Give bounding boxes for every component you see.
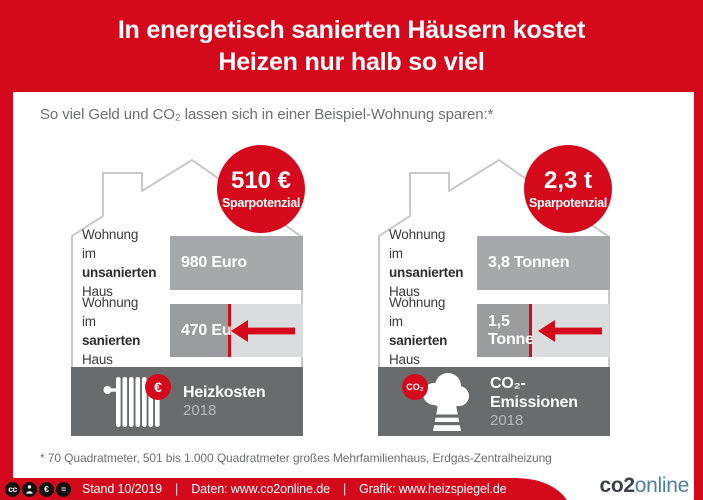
bar-value: 3,8 Tonnen	[488, 254, 570, 271]
bar-filled-segment: 1,5 Tonnen	[477, 304, 544, 357]
intro-text: So viel Geld und CO₂ lassen sich in eine…	[40, 106, 494, 123]
savings-label: Sparpotenzial	[221, 196, 301, 210]
bar-unrenovated: 3,8 Tonnen	[477, 236, 610, 290]
savings-label: Sparpotenzial	[528, 196, 608, 210]
category-footer-co2: CO₂ CO₂-Emissionen 2018	[378, 367, 610, 436]
savings-value: 510 €	[230, 167, 292, 194]
cc-icon[interactable]: cc	[5, 481, 20, 497]
bar-row-label: Wohnung im sanierten Haus	[82, 294, 141, 367]
bar-value: 980 Euro	[181, 254, 247, 271]
savings-value: 2,3 t	[543, 167, 593, 194]
category-year: 2018	[490, 411, 524, 429]
bottom-band	[0, 478, 567, 500]
co2-emissions-house: 2,3 t Sparpotenzial Wohnung im unsaniert…	[378, 145, 612, 436]
co2online-logo[interactable]: co2online	[599, 474, 689, 498]
data-source-link[interactable]: Daten: www.co2online.de	[191, 482, 330, 496]
cc-by-icon[interactable]	[22, 481, 37, 497]
heating-cost-house: 510 € Sparpotenzial Wohnung im unsaniert…	[71, 145, 305, 436]
category-title: CO₂-Emissionen	[490, 374, 578, 411]
bar-renovated: 1,5 Tonnen	[477, 304, 610, 357]
bar-row-renovated: Wohnung im sanierten Haus 470 Euro	[71, 295, 303, 367]
category-text: CO₂-Emissionen 2018	[490, 374, 610, 430]
savings-arrow-icon	[231, 319, 295, 342]
graphic-source-link[interactable]: Grafik: www.heizspiegel.de	[359, 482, 507, 496]
logo-part-light: online	[634, 474, 690, 497]
bar-row-label: Wohnung im unsanierten Haus	[389, 227, 464, 299]
bar-unrenovated: 980 Euro	[170, 236, 303, 290]
page-title: In energetisch sanierten Häusern kostet …	[0, 14, 703, 78]
license-icons[interactable]: cc € =	[5, 481, 71, 497]
separator: |	[342, 482, 347, 496]
chimney-icon: CO₂	[402, 372, 482, 431]
credits-text: Stand 10/2019 | Daten: www.co2online.de …	[82, 482, 507, 496]
footnote: * 70 Quadratmeter, 501 bis 1.000 Quadrat…	[40, 451, 552, 465]
separator: |	[175, 482, 179, 496]
logo-part-bold: co2	[599, 474, 635, 497]
bar-filled-segment: 470 Euro	[170, 304, 247, 357]
euro-badge-icon: €	[145, 373, 171, 400]
title-line-1: In energetisch sanierten Häusern kostet	[117, 16, 586, 44]
bar-row-label: Wohnung im unsanierten Haus	[82, 227, 157, 299]
category-text: Heizkosten 2018	[183, 383, 266, 420]
savings-badge-money: 510 € Sparpotenzial	[217, 145, 305, 233]
bar-value: 470 Euro	[181, 321, 247, 339]
bar-row-unrenovated: Wohnung im unsanierten Haus 980 Euro	[71, 227, 303, 299]
title-line-2: Heizen nur halb so viel	[218, 48, 485, 76]
co2-badge-icon: CO₂	[402, 373, 428, 400]
stand-date: Stand 10/2019	[82, 482, 163, 496]
category-year: 2018	[183, 402, 217, 419]
category-title: Heizkosten	[183, 384, 266, 401]
radiator-icon: €	[97, 373, 175, 431]
bar-renovated: 470 Euro	[170, 304, 303, 357]
bar-row-unrenovated: Wohnung im unsanierten Haus 3,8 Tonnen	[378, 227, 610, 299]
savings-arrow-icon	[538, 319, 602, 342]
category-footer-heating: € Heizkosten 2018	[71, 367, 303, 436]
credits-bar: cc € = Stand 10/2019 | Daten: www.co2onl…	[0, 478, 507, 500]
cc-nc-icon[interactable]: €	[39, 481, 54, 497]
savings-badge-co2: 2,3 t Sparpotenzial	[524, 145, 612, 233]
bar-row-label: Wohnung im sanierten Haus	[389, 294, 448, 367]
bar-row-renovated: Wohnung im sanierten Haus 1,5 Tonnen	[378, 295, 610, 367]
content-panel: So viel Geld und CO₂ lassen sich in eine…	[13, 92, 694, 500]
cc-nd-icon[interactable]: =	[56, 481, 71, 497]
bar-value: 1,5 Tonnen	[488, 312, 544, 348]
